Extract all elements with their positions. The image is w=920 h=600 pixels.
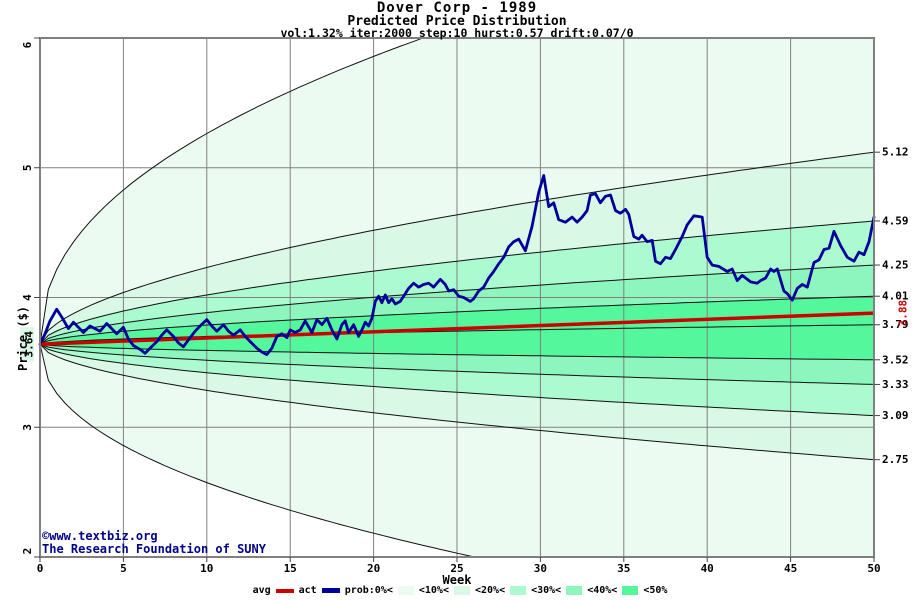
- y-tick-label: 4: [21, 294, 34, 301]
- band-swatch-3: [566, 586, 583, 595]
- band-end-label: 3.52: [882, 353, 909, 366]
- band-swatch-0: [397, 586, 414, 595]
- start-price-highlight: [20, 327, 34, 362]
- band-end-label: 3.79: [882, 318, 909, 331]
- x-tick-label: 40: [701, 562, 714, 575]
- legend-band-label-2: <20%<: [474, 585, 506, 596]
- legend-avg-label: avg: [252, 585, 271, 596]
- y-tick-label: 2: [21, 548, 34, 555]
- band-end-label: 4.25: [882, 259, 909, 272]
- legend-band-label-0: prob:0%<: [344, 585, 393, 596]
- band-swatch-1: [453, 586, 470, 595]
- avg-price-line: [39, 311, 875, 346]
- x-tick-label: 25: [450, 562, 463, 575]
- boundary-lower-40pct: [40, 343, 874, 361]
- org-line: The Research Foundation of SUNY: [42, 542, 266, 556]
- legend-band-label-3: <30%<: [531, 585, 562, 596]
- boundary-lower-20pct: [40, 343, 874, 417]
- boundary-upper-20pct: [40, 220, 874, 345]
- x-tick-label: 20: [367, 562, 380, 575]
- x-tick-label: 5: [120, 562, 127, 575]
- boundary-lower-10pct: [40, 343, 874, 461]
- y-axis-ticks: 2 3 4 5 6: [21, 37, 40, 558]
- y-tick-label: 6: [21, 41, 34, 48]
- legend-act-label: act: [298, 585, 317, 596]
- actual-price-line: [38, 174, 876, 357]
- x-tick-label: 30: [534, 562, 547, 575]
- boundary-upper-40pct: [40, 295, 874, 345]
- boundary-lower-0pct-min: [40, 344, 477, 557]
- legend-band-label-5: <50%: [643, 585, 668, 596]
- chart-subtitle: Predicted Price Distribution: [347, 14, 567, 29]
- y-tick-label: 5: [21, 164, 34, 171]
- band-end-label: 3.09: [882, 409, 909, 422]
- simulation-params: vol:1.32% iter:2000 step:10 hurst:0.57 d…: [280, 26, 634, 40]
- legend-band-label-4: <40%<: [587, 585, 618, 596]
- band-end-label: 4.59: [882, 214, 909, 227]
- band-end-label: 4.01: [882, 290, 909, 303]
- band-swatch-4: [622, 586, 639, 595]
- band-end-label: 3.33: [882, 378, 909, 391]
- x-tick-label: 50: [867, 562, 880, 575]
- x-axis-ticks: 0 5 10 15 20 25 30 35 40 45 50: [37, 557, 881, 575]
- x-axis-label: Week: [442, 573, 472, 587]
- copyright-line: ©www.textbiz.org: [42, 529, 158, 543]
- legend: avg act prob:0%< <10%< <20%< <30%< <40%< <50%: [0, 585, 920, 596]
- avg-end-label: 3.88: [897, 300, 910, 327]
- y-axis-label: Price ($): [16, 305, 30, 371]
- x-tick-label: 45: [784, 562, 797, 575]
- avg-line-swatch: [275, 588, 294, 593]
- boundary-lower-30pct: [40, 343, 874, 385]
- legend-band-label-1: <10%<: [418, 585, 449, 596]
- x-tick-label: 35: [617, 562, 630, 575]
- boundary-upper-0pct-max: [40, 38, 425, 345]
- boundary-upper-10pct: [40, 151, 874, 345]
- chart-title: Dover Corp - 1989: [376, 0, 538, 16]
- right-value-labels: 5.12 4.59 4.25 4.01 3.79 3.52 3.33 3.09 2.75: [874, 146, 909, 466]
- band-swatch-2: [510, 586, 527, 595]
- x-tick-label: 0: [37, 562, 44, 575]
- start-price-label: 3.64: [23, 331, 36, 358]
- act-line-swatch: [321, 588, 340, 593]
- footer-credit: ©www.textbiz.org The Research Foundation …: [42, 530, 266, 556]
- band-end-label: 2.75: [882, 453, 909, 466]
- band-end-label: 5.12: [882, 146, 909, 159]
- x-tick-label: 15: [284, 562, 297, 575]
- y-tick-label: 3: [21, 424, 34, 431]
- boundary-median-50pct: [40, 324, 874, 345]
- x-tick-label: 10: [200, 562, 213, 575]
